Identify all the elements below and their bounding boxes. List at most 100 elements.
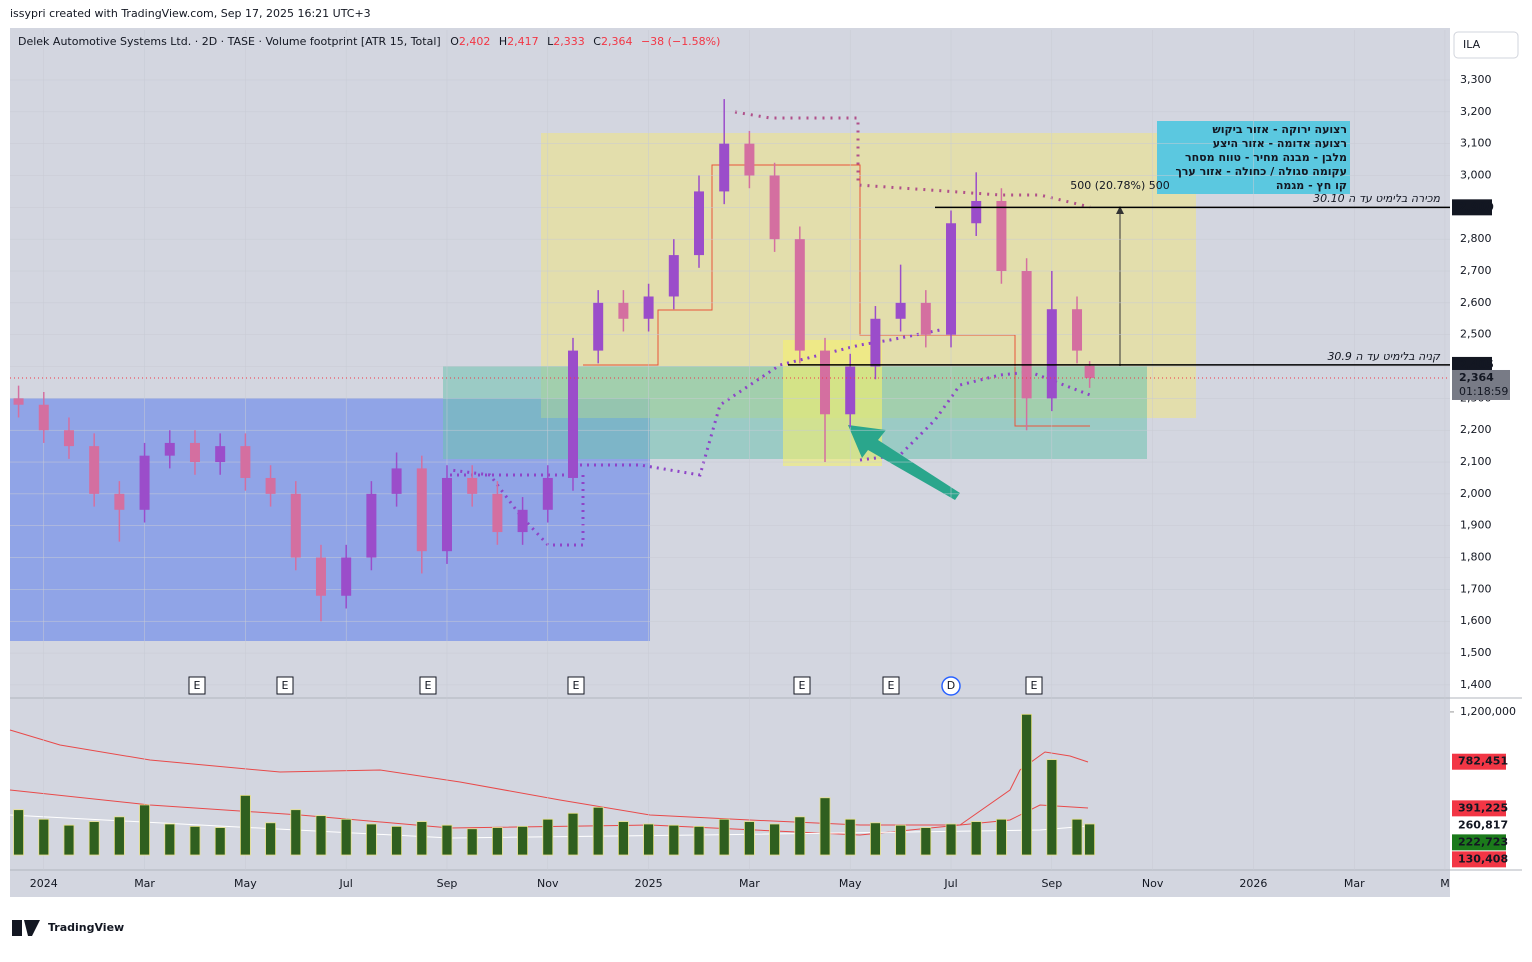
- x-tick-label: Nov: [537, 877, 559, 890]
- y-tick-label: 3,000: [1460, 168, 1492, 181]
- candle-body: [517, 509, 528, 533]
- candle-body: [1046, 309, 1057, 399]
- sell-note: מכירה בלימיט עד ה 30.10: [1313, 192, 1440, 205]
- volume-bar: [567, 812, 579, 856]
- logo-mark: [24, 920, 40, 936]
- volume-tag-label: 222,723: [1458, 835, 1508, 848]
- volume-tick-label: 1,200,000: [1460, 705, 1516, 718]
- event-label: E: [1031, 679, 1038, 692]
- candle-body: [416, 468, 427, 552]
- legend-value: 2,333: [553, 35, 585, 48]
- candle-body: [845, 366, 856, 415]
- candle-body: [668, 255, 679, 297]
- level-tag: [1452, 199, 1492, 216]
- volume-tag-label: 260,817: [1458, 818, 1508, 831]
- volume-bar: [920, 827, 932, 856]
- level-label: 2,900: [1459, 200, 1494, 213]
- volume-bar: [996, 818, 1007, 856]
- candle-body: [920, 302, 931, 335]
- volume-tag: [1452, 817, 1506, 834]
- volume-average: [9, 729, 1089, 826]
- volume-bar: [1021, 713, 1033, 856]
- volume-bar: [769, 823, 781, 856]
- volume-bar: [189, 825, 201, 856]
- range-arrow-head: [1116, 206, 1124, 214]
- y-tick-label: 1,700: [1460, 582, 1492, 595]
- volume-bar: [491, 827, 503, 856]
- volume-bar: [794, 816, 806, 856]
- y-tick-label: 2,700: [1460, 264, 1492, 277]
- legend-key: C: [593, 35, 601, 48]
- event-marker: [188, 676, 206, 695]
- volume-bar: [391, 825, 402, 856]
- legend-key: L: [547, 35, 554, 48]
- candle-body: [996, 200, 1007, 272]
- volume-tag-label: 782,451: [1458, 755, 1508, 768]
- candle-body: [441, 477, 452, 552]
- x-tick-label: Jul: [943, 877, 957, 890]
- y-tick-label: 2,200: [1460, 423, 1492, 436]
- event-marker: [276, 676, 294, 695]
- event-marker: [419, 676, 437, 695]
- legend-value: 2,364: [601, 35, 633, 48]
- x-tick-label: 2026: [1239, 877, 1267, 890]
- event-label: D: [947, 679, 955, 692]
- legend-value: 2,417: [507, 35, 539, 48]
- candle-body: [794, 239, 805, 351]
- legend-value: 2,402: [459, 35, 491, 48]
- x-tick-label: May: [839, 877, 862, 890]
- candle-body: [366, 493, 377, 558]
- volume-bar: [945, 823, 957, 856]
- event-label: E: [282, 679, 289, 692]
- y-tick-label: 2,500: [1460, 328, 1492, 341]
- currency-label[interactable]: ILA: [1463, 38, 1481, 51]
- candle-body: [89, 446, 100, 494]
- candle-body: [567, 350, 578, 478]
- y-tick-label: 1,800: [1460, 551, 1492, 564]
- range-label: 500 (20.78%) 500: [1070, 179, 1170, 192]
- price-axis: [1450, 28, 1522, 897]
- volume-bar: [63, 824, 75, 856]
- logo-text: TradingView: [48, 921, 124, 934]
- buy-note: קניה בלימיט עד ה 30.9: [1327, 350, 1441, 363]
- candle-body: [38, 404, 49, 431]
- candle-body: [946, 223, 957, 335]
- candle-body: [744, 143, 755, 176]
- supply-line: [583, 164, 1090, 427]
- y-tick-label: 2,000: [1460, 487, 1492, 500]
- volume-bar: [1046, 759, 1058, 856]
- event-marker: [567, 676, 585, 695]
- volume-bar: [744, 821, 755, 856]
- note-line: עקומה סגולה / כחולה - אזור ערך: [1175, 165, 1347, 178]
- candle-body: [895, 302, 906, 319]
- volume-bar: [718, 818, 730, 856]
- legend-change: −38 (−1.58%): [641, 35, 720, 48]
- volume-bar: [693, 825, 705, 856]
- x-tick-label: Jul: [339, 877, 353, 890]
- x-tick-label: 2025: [635, 877, 663, 890]
- candle-body: [542, 477, 553, 510]
- candle-body: [1072, 309, 1083, 351]
- x-tick-label: Sep: [437, 877, 458, 890]
- candle-body: [341, 557, 352, 596]
- y-tick-label: 3,100: [1460, 137, 1492, 150]
- event-marker: [1025, 676, 1043, 695]
- volume-bar: [870, 822, 881, 856]
- candle-body: [467, 477, 478, 494]
- volume-bar: [1071, 818, 1083, 856]
- x-tick-label: Mar: [739, 877, 760, 890]
- legend-title: Delek Automotive Systems Ltd. · 2D · TAS…: [18, 35, 441, 48]
- volume-tag-label: 130,408: [1458, 852, 1508, 865]
- candle-body: [820, 350, 831, 415]
- candle-body: [391, 468, 402, 494]
- legend-key: H: [499, 35, 507, 48]
- candle-body: [164, 442, 175, 456]
- y-tick-label: 1,600: [1460, 614, 1492, 627]
- volume-bar: [895, 824, 907, 856]
- currency-button[interactable]: [1453, 31, 1519, 59]
- note-line: רצועה ירוקה - אזור ביקוש: [1212, 123, 1347, 136]
- candle-body: [719, 143, 730, 192]
- credit: issypri created with TradingView.com, Se…: [10, 7, 371, 20]
